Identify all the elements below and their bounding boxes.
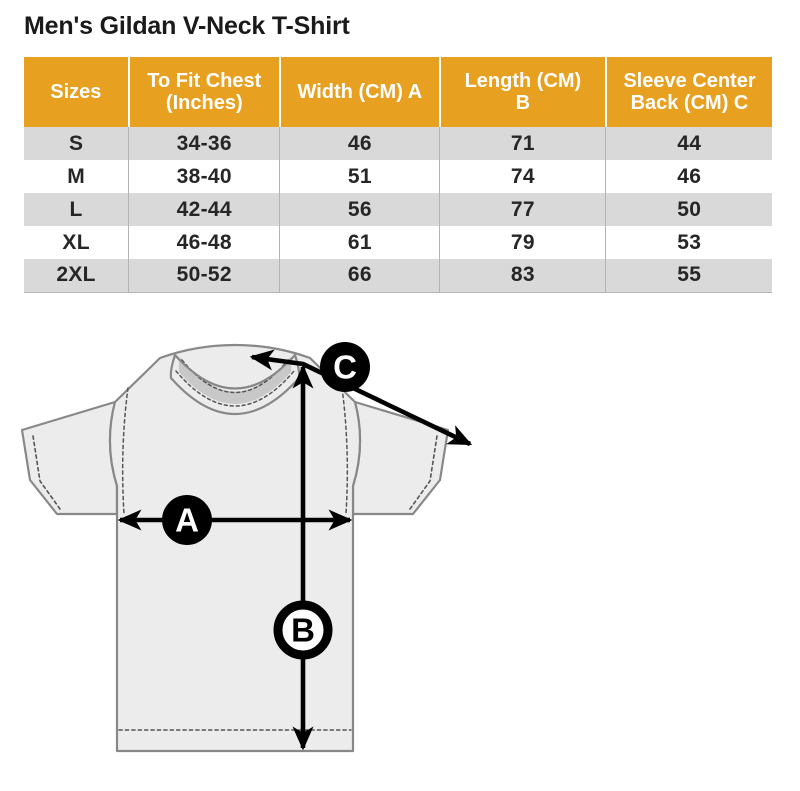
column-header-length: Length (CM) B	[439, 57, 607, 127]
size-table-body: S 34-36 46 71 44 M 38-40 51 74 46 L 42-4…	[24, 127, 772, 293]
marker-b-label: B	[291, 612, 315, 649]
left-sleeve-hem-stitch	[32, 435, 61, 510]
measure-c-arrow	[249, 349, 473, 447]
column-header-line: B	[515, 92, 531, 114]
table-row: XL 46-48 61 79 53	[24, 226, 772, 259]
right-sleeve-hem-stitch	[409, 435, 438, 510]
column-header-chest: To Fit Chest (Inches)	[128, 57, 281, 127]
cell-width: 51	[279, 160, 441, 193]
column-header-line: To Fit Chest	[147, 69, 262, 92]
cell-length: 74	[439, 160, 607, 193]
cell-sleeve: 46	[605, 160, 772, 193]
cell-length: 77	[439, 193, 607, 226]
cell-chest: 46-48	[128, 226, 281, 259]
cell-size: S	[24, 127, 130, 160]
cell-width: 46	[279, 127, 441, 160]
page-title: Men's Gildan V-Neck T-Shirt	[24, 12, 350, 40]
left-armhole-seam	[121, 387, 129, 515]
cell-chest: 38-40	[128, 160, 281, 193]
tshirt-illustration: A B C	[20, 342, 473, 753]
table-row: M 38-40 51 74 46	[24, 160, 772, 193]
cell-chest: 50-52	[128, 259, 281, 293]
table-row: L 42-44 56 77 50	[24, 193, 772, 226]
cell-chest: 34-36	[128, 127, 281, 160]
measurement-b: B	[273, 364, 333, 751]
measurement-c: C	[249, 342, 473, 447]
measurement-a: A	[117, 495, 353, 545]
cell-chest: 42-44	[128, 193, 281, 226]
cell-length: 83	[439, 259, 607, 293]
column-header-width: Width (CM) A	[279, 57, 441, 127]
size-chart-table: Sizes To Fit Chest (Inches) Width (CM) A…	[24, 57, 772, 293]
marker-a-circle	[162, 495, 212, 545]
table-header-row: Sizes To Fit Chest (Inches) Width (CM) A…	[24, 57, 772, 127]
cell-size: 2XL	[24, 259, 130, 293]
column-header-line: Length (CM)	[464, 69, 582, 92]
cell-width: 61	[279, 226, 441, 259]
column-header-line: Sleeve Center	[623, 69, 756, 92]
column-header-sleeve: Sleeve Center Back (CM) C	[605, 57, 772, 127]
column-header-line: Back (CM) C	[630, 92, 749, 114]
cell-length: 71	[439, 127, 607, 160]
column-header-sizes: Sizes	[24, 57, 130, 127]
size-table-header: Sizes To Fit Chest (Inches) Width (CM) A…	[24, 57, 772, 127]
cell-size: L	[24, 193, 130, 226]
marker-c-label: C	[333, 349, 357, 386]
marker-a-label: A	[175, 502, 199, 539]
column-header-line: Sizes	[50, 80, 102, 103]
cell-sleeve: 55	[605, 259, 772, 293]
cell-sleeve: 53	[605, 226, 772, 259]
cell-sleeve: 44	[605, 127, 772, 160]
column-header-line: (Inches)	[165, 92, 243, 114]
tshirt-diagram: A B C	[0, 326, 800, 791]
cell-sleeve: 50	[605, 193, 772, 226]
table-row: S 34-36 46 71 44	[24, 127, 772, 160]
column-header-line: Width (CM) A	[297, 80, 423, 103]
cell-size: XL	[24, 226, 130, 259]
size-table-container: Sizes To Fit Chest (Inches) Width (CM) A…	[24, 57, 772, 293]
marker-c-circle	[320, 342, 370, 392]
cell-width: 56	[279, 193, 441, 226]
table-row: 2XL 50-52 66 83 55	[24, 259, 772, 293]
cell-length: 79	[439, 226, 607, 259]
cell-size: M	[24, 160, 130, 193]
marker-b-ring	[273, 600, 333, 660]
cell-width: 66	[279, 259, 441, 293]
